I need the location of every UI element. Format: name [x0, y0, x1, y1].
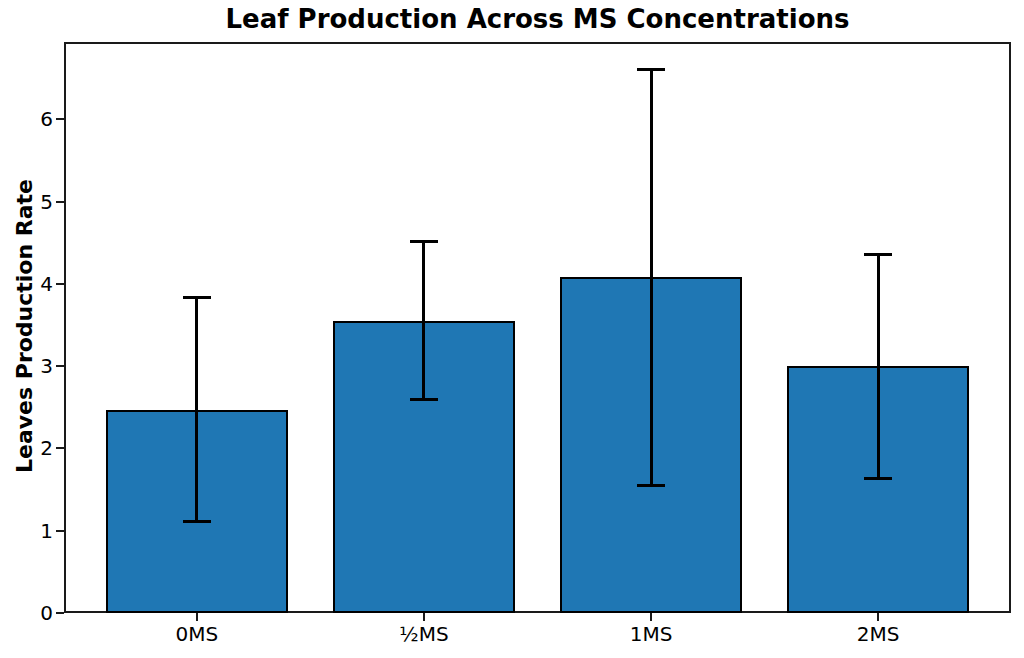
x-tick-mark: [650, 613, 652, 621]
y-tick-label: 2: [0, 436, 53, 460]
y-tick-label: 5: [0, 190, 53, 214]
x-tick-mark: [877, 613, 879, 621]
x-tick-mark: [196, 613, 198, 621]
error-bar-cap-top-2MS: [864, 253, 892, 256]
x-tick-label: 0MS: [137, 622, 257, 646]
error-bar-line-2MS: [877, 254, 880, 478]
error-bar-cap-top-1MS: [637, 68, 665, 71]
chart-title: Leaf Production Across MS Concentrations: [64, 3, 1011, 35]
x-tick-mark: [423, 613, 425, 621]
y-tick-mark: [56, 283, 64, 285]
x-tick-label: 1MS: [591, 622, 711, 646]
x-tick-label: 2MS: [818, 622, 938, 646]
bar-chart-figure: Leaf Production Across MS Concentrations…: [0, 0, 1024, 658]
error-bar-cap-top-½MS: [410, 240, 438, 243]
y-tick-label: 3: [0, 354, 53, 378]
error-bar-line-0MS: [195, 298, 198, 522]
y-axis-label: Leaves Production Rate: [12, 179, 37, 473]
y-tick-label: 0: [0, 601, 53, 625]
x-tick-label: ½MS: [364, 622, 484, 646]
error-bar-cap-bottom-2MS: [864, 477, 892, 480]
y-tick-label: 1: [0, 519, 53, 543]
y-tick-mark: [56, 447, 64, 449]
y-tick-mark: [56, 118, 64, 120]
y-tick-mark: [56, 201, 64, 203]
y-tick-label: 4: [0, 272, 53, 296]
error-bar-cap-top-0MS: [183, 296, 211, 299]
y-tick-mark: [56, 530, 64, 532]
error-bar-cap-bottom-0MS: [183, 520, 211, 523]
error-bar-cap-bottom-1MS: [637, 484, 665, 487]
error-bar-line-1MS: [650, 69, 653, 485]
y-tick-mark: [56, 365, 64, 367]
y-tick-label: 6: [0, 107, 53, 131]
error-bar-line-½MS: [422, 242, 425, 400]
y-tick-mark: [56, 612, 64, 614]
error-bar-cap-bottom-½MS: [410, 398, 438, 401]
